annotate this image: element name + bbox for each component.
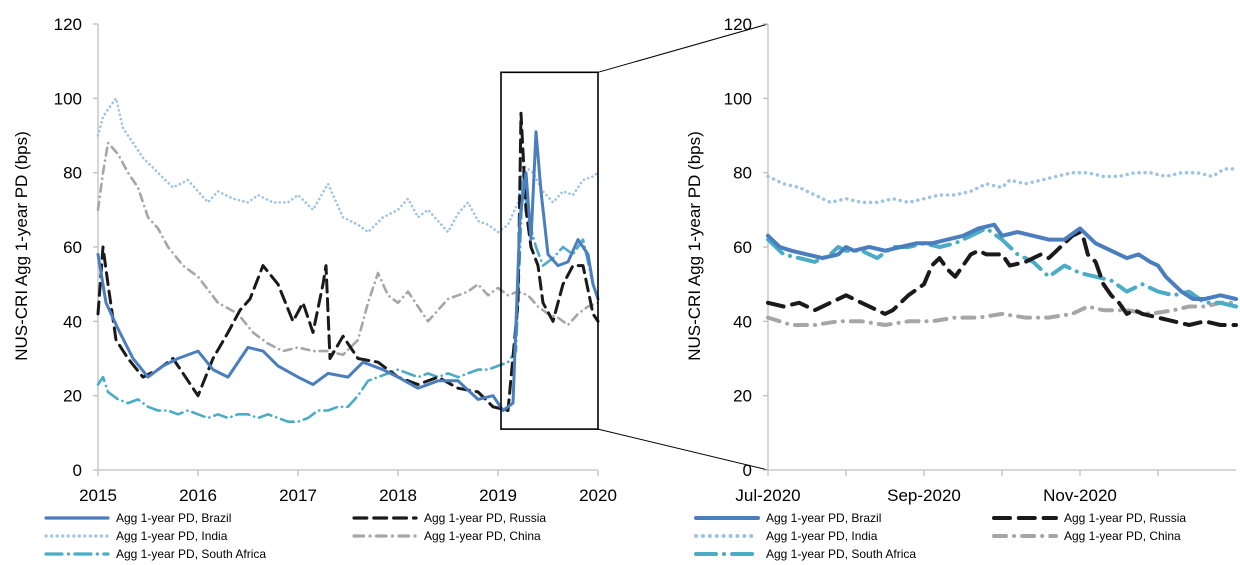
x-tick-label: 2016 bbox=[179, 486, 217, 505]
legend-label: Agg 1-year PD, Russia bbox=[424, 511, 546, 525]
legend-label: Agg 1-year PD, South Africa bbox=[116, 547, 266, 561]
series-line-india bbox=[766, 167, 1238, 205]
legend-label: Agg 1-year PD, Brazil bbox=[116, 511, 231, 525]
legend-label: Agg 1-year PD, China bbox=[424, 529, 541, 543]
legend-label: Agg 1-year PD, Brazil bbox=[766, 511, 881, 525]
legend-label: Agg 1-year PD, India bbox=[116, 529, 228, 543]
legend-label: Agg 1-year PD, India bbox=[766, 529, 878, 543]
y-tick-label: 40 bbox=[733, 312, 752, 331]
x-tick-label: Sep-2020 bbox=[887, 486, 961, 505]
y-tick-label: 60 bbox=[63, 238, 82, 257]
series-line-russia bbox=[96, 111, 600, 412]
zoom-highlight-box bbox=[500, 71, 599, 430]
x-tick-label: 2019 bbox=[479, 486, 517, 505]
y-axis-title-right: NUS-CRI Agg 1-year PD (bps) bbox=[685, 131, 704, 361]
x-tick-label: 2020 bbox=[579, 486, 617, 505]
zoom-connector-top bbox=[597, 23, 769, 73]
x-tick-label: 2017 bbox=[279, 486, 317, 505]
chart-left-panel: NUS-CRI Agg 1-year PD (bps) 0 20 40 60 80 100… bbox=[12, 15, 617, 505]
series-line-india bbox=[96, 97, 600, 234]
y-tick-label: 120 bbox=[724, 15, 752, 34]
series-line-russia bbox=[766, 230, 1238, 327]
legend-label: Agg 1-year PD, South Africa bbox=[766, 547, 916, 561]
legend-label: Agg 1-year PD, China bbox=[1064, 529, 1181, 543]
y-tick-label: 120 bbox=[54, 15, 82, 34]
y-tick-label: 20 bbox=[733, 387, 752, 406]
series-line-south-africa bbox=[96, 171, 600, 423]
x-tick-label: Nov-2020 bbox=[1043, 486, 1117, 505]
y-tick-label: 40 bbox=[63, 312, 82, 331]
y-tick-label: 20 bbox=[63, 387, 82, 406]
y-tick-label: 60 bbox=[733, 238, 752, 257]
legend-right: Agg 1-year PD, Brazil Agg 1-year PD, Russ… bbox=[694, 511, 1186, 561]
chart-right-panel: NUS-CRI Agg 1-year PD (bps) 0 20 40 60 80 100… bbox=[685, 15, 1238, 505]
y-tick-label: 80 bbox=[63, 164, 82, 183]
zoom-connector-bottom bbox=[597, 428, 769, 471]
legend-left: Agg 1-year PD, Brazil Agg 1-year PD, Russ… bbox=[44, 511, 546, 561]
y-tick-label: 0 bbox=[73, 461, 82, 480]
series-line-south-africa bbox=[766, 226, 1238, 309]
x-tick-label: 2018 bbox=[379, 486, 417, 505]
series-line-china bbox=[96, 141, 600, 357]
y-axis-title-left: NUS-CRI Agg 1-year PD (bps) bbox=[12, 131, 31, 361]
y-tick-label: 80 bbox=[733, 164, 752, 183]
zoom-connector-lines bbox=[597, 23, 769, 471]
x-tick-label: 2015 bbox=[79, 486, 117, 505]
y-tick-label: 100 bbox=[54, 89, 82, 108]
series-line-brazil bbox=[766, 222, 1238, 301]
x-tick-label: Jul-2020 bbox=[735, 486, 800, 505]
y-tick-label: 0 bbox=[743, 461, 752, 480]
legend-label: Agg 1-year PD, Russia bbox=[1064, 511, 1186, 525]
series-line-brazil bbox=[96, 130, 600, 412]
y-tick-label: 100 bbox=[724, 89, 752, 108]
series-line-china bbox=[766, 300, 1238, 327]
